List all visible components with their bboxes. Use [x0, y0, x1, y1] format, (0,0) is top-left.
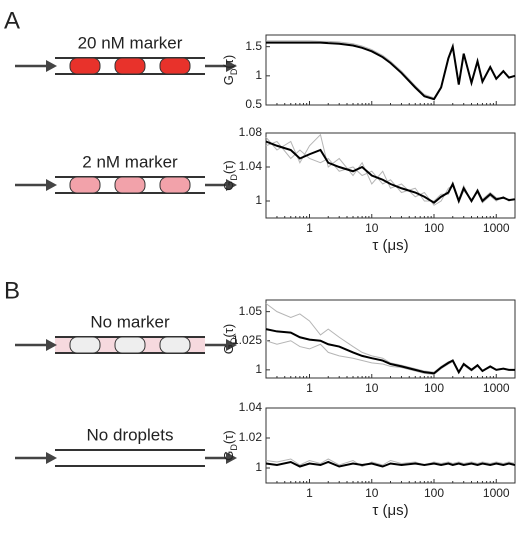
x-tick-label: 10 [365, 381, 379, 395]
y-label-main: G [221, 75, 236, 85]
arrow-head [46, 60, 57, 72]
x-tick-label: 1 [306, 381, 313, 395]
y-tick-label: 1 [255, 460, 262, 474]
y-tick-label: 1.025 [232, 333, 262, 347]
y-label-main: G [221, 181, 236, 191]
series-line [265, 328, 515, 375]
plot-frame [265, 34, 516, 106]
series-line [265, 340, 515, 376]
y-tick-label: 1.5 [245, 39, 262, 53]
y-axis-label: GD(τ) [221, 160, 239, 190]
x-tick-label: 1 [306, 486, 313, 500]
y-tick-label: 0.5 [245, 97, 262, 111]
series-line [265, 133, 516, 206]
x-tick-label: 1000 [483, 381, 510, 395]
y-label-sub: D [229, 174, 239, 181]
arrow-head [46, 452, 57, 464]
y-tick-label: 1.04 [239, 400, 263, 414]
series-line [266, 41, 516, 101]
arrow-head [46, 179, 57, 191]
y-label-main: G [221, 344, 236, 354]
x-tick-label: 1000 [483, 486, 510, 500]
y-tick-label: 1 [255, 68, 262, 82]
arrow-head [46, 339, 57, 351]
arrow-head [226, 60, 237, 72]
x-tick-label: 10 [365, 221, 379, 235]
x-axis-label: τ (μs) [372, 502, 408, 519]
droplet [159, 336, 191, 354]
series-line [265, 460, 516, 468]
x-tick-label: 1 [306, 221, 313, 235]
y-tick-label: 1.05 [239, 304, 263, 318]
droplet [69, 336, 101, 354]
droplet [159, 57, 191, 75]
droplet [69, 176, 101, 194]
y-axis-label: GD(τ) [221, 324, 239, 354]
x-tick-label: 10 [365, 486, 379, 500]
droplet [114, 176, 146, 194]
droplet [114, 336, 146, 354]
arrow-head [226, 339, 237, 351]
y-label-tail: (τ) [221, 324, 236, 338]
series-line [265, 140, 516, 204]
x-tick-label: 100 [424, 486, 444, 500]
panel-label: B [4, 277, 20, 304]
plot-frame [265, 407, 516, 484]
droplet [69, 57, 101, 75]
diagram-label: 20 nM marker [78, 33, 183, 52]
arrow-head [226, 452, 237, 464]
y-label-tail: (τ) [221, 55, 236, 69]
arrow-head [226, 179, 237, 191]
y-label-sub: D [229, 337, 239, 344]
y-label-tail: (τ) [221, 430, 236, 444]
droplet [159, 176, 191, 194]
x-tick-label: 100 [424, 221, 444, 235]
y-axis-label: GD(τ) [221, 55, 239, 85]
y-label-sub: D [229, 68, 239, 75]
y-axis-label: GD(τ) [221, 430, 239, 460]
panel-label: A [4, 7, 20, 34]
y-label-sub: D [229, 444, 239, 451]
y-tick-label: 1.02 [239, 430, 263, 444]
x-axis-label: τ (μs) [372, 237, 408, 254]
y-tick-label: 1.08 [239, 125, 263, 139]
y-label-main: G [221, 451, 236, 461]
channel [55, 450, 205, 466]
series-line [266, 40, 516, 99]
y-tick-label: 1 [255, 362, 262, 376]
y-tick-label: 1.04 [239, 159, 263, 173]
diagram-label: 2 nM marker [82, 152, 178, 171]
y-label-tail: (τ) [221, 160, 236, 174]
y-tick-label: 1 [255, 193, 262, 207]
x-tick-label: 1000 [483, 221, 510, 235]
x-tick-label: 100 [424, 381, 444, 395]
droplet [114, 57, 146, 75]
diagram-label: No marker [90, 312, 170, 331]
plot-frame [265, 132, 516, 219]
diagram-label: No droplets [87, 425, 174, 444]
